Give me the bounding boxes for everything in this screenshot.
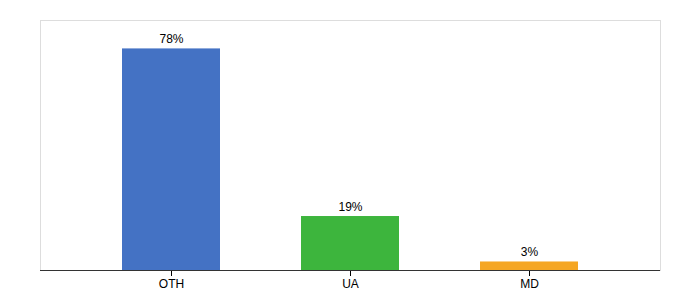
svg-text:78%: 78%: [159, 32, 183, 46]
svg-text:MD: MD: [520, 277, 539, 291]
svg-text:UA: UA: [342, 277, 359, 291]
svg-text:19%: 19%: [338, 200, 362, 214]
svg-text:3%: 3%: [521, 245, 539, 259]
svg-text:OTH: OTH: [159, 277, 184, 291]
